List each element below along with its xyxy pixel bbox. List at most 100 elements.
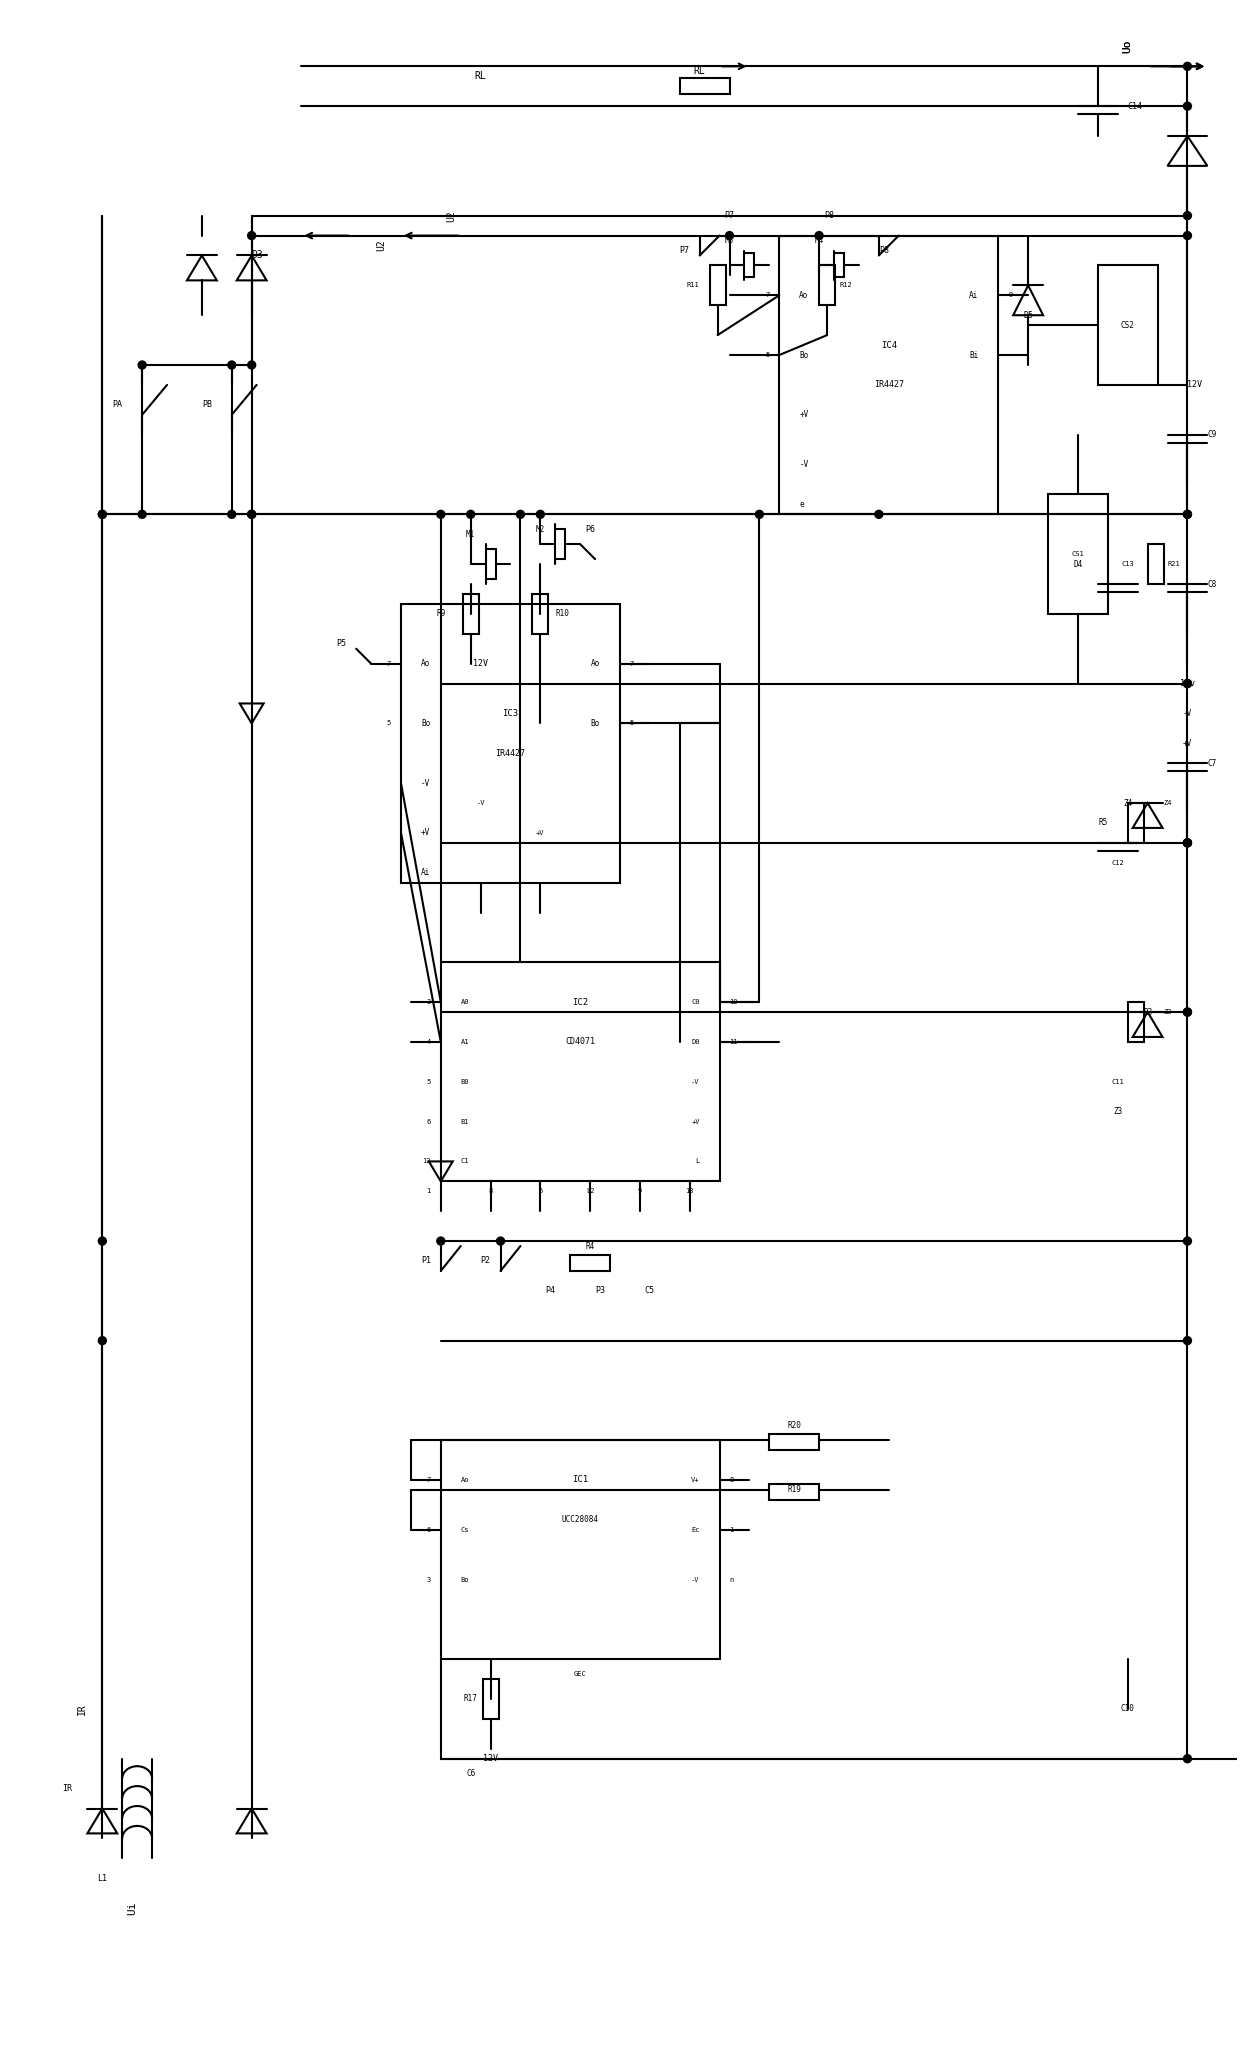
Text: C1: C1 bbox=[461, 1159, 469, 1165]
Text: P4: P4 bbox=[546, 1287, 556, 1295]
Circle shape bbox=[1183, 680, 1192, 687]
Text: C11: C11 bbox=[1111, 1078, 1125, 1085]
Text: Z4: Z4 bbox=[1163, 800, 1172, 806]
Text: P8: P8 bbox=[825, 210, 835, 221]
Text: RL: RL bbox=[475, 72, 486, 80]
Text: D5: D5 bbox=[1023, 311, 1033, 320]
Text: A1: A1 bbox=[461, 1039, 469, 1045]
Text: A0: A0 bbox=[461, 1000, 469, 1004]
Text: 8: 8 bbox=[489, 1188, 492, 1194]
Text: P7: P7 bbox=[724, 210, 734, 221]
Text: 5: 5 bbox=[765, 353, 769, 359]
Circle shape bbox=[98, 1336, 107, 1344]
Text: IR: IR bbox=[77, 1703, 87, 1716]
Text: Ai: Ai bbox=[970, 291, 978, 299]
Text: +V: +V bbox=[800, 410, 808, 419]
Text: 5: 5 bbox=[538, 1188, 542, 1194]
Bar bbox=[1097, 266, 1158, 386]
Text: U2: U2 bbox=[445, 210, 456, 221]
Text: M3: M3 bbox=[725, 235, 734, 245]
Text: R10: R10 bbox=[556, 610, 569, 619]
Bar bbox=[401, 604, 620, 883]
Text: P6: P6 bbox=[585, 524, 595, 534]
Text: Ao: Ao bbox=[590, 660, 600, 668]
Text: Ao: Ao bbox=[420, 660, 430, 668]
Text: B0: B0 bbox=[461, 1078, 469, 1085]
Circle shape bbox=[1183, 509, 1192, 518]
Text: P2: P2 bbox=[481, 1256, 491, 1266]
Text: Uo: Uo bbox=[1122, 39, 1132, 54]
Circle shape bbox=[98, 509, 107, 518]
Text: C8: C8 bbox=[1208, 579, 1216, 588]
Text: -V: -V bbox=[691, 1078, 699, 1085]
Text: 7: 7 bbox=[427, 1476, 430, 1483]
Text: R4: R4 bbox=[585, 1241, 595, 1250]
Text: C13: C13 bbox=[1121, 561, 1135, 567]
Bar bbox=[482, 1678, 498, 1720]
Text: Bo: Bo bbox=[420, 720, 430, 728]
Text: +V: +V bbox=[1183, 738, 1192, 749]
Text: L1: L1 bbox=[97, 1874, 108, 1883]
Bar bbox=[1048, 495, 1107, 614]
Text: +V: +V bbox=[536, 829, 544, 835]
Circle shape bbox=[1183, 680, 1192, 687]
Text: 12V: 12V bbox=[1188, 379, 1203, 390]
Text: PA: PA bbox=[113, 400, 123, 410]
Circle shape bbox=[1183, 103, 1192, 109]
Circle shape bbox=[1183, 839, 1192, 847]
Text: R11: R11 bbox=[687, 282, 699, 289]
Text: IC3: IC3 bbox=[502, 709, 518, 718]
Circle shape bbox=[228, 509, 236, 518]
Text: C10: C10 bbox=[1121, 1705, 1135, 1714]
Text: Ec: Ec bbox=[691, 1526, 699, 1532]
Text: +V: +V bbox=[420, 829, 430, 837]
Text: 12V: 12V bbox=[474, 660, 489, 668]
Text: U2: U2 bbox=[376, 239, 386, 252]
Text: R9: R9 bbox=[436, 610, 446, 619]
Bar bbox=[1127, 1002, 1143, 1041]
Circle shape bbox=[466, 509, 475, 518]
Text: +V: +V bbox=[691, 1118, 699, 1124]
Text: P3: P3 bbox=[595, 1287, 605, 1295]
Text: CS1: CS1 bbox=[1071, 551, 1084, 557]
Text: B1: B1 bbox=[461, 1118, 469, 1124]
Text: 5: 5 bbox=[630, 720, 634, 726]
Text: R20: R20 bbox=[787, 1421, 801, 1429]
Text: UCC28084: UCC28084 bbox=[562, 1516, 599, 1524]
Text: C0: C0 bbox=[691, 1000, 699, 1004]
Bar bbox=[463, 594, 479, 633]
Text: n: n bbox=[729, 1577, 734, 1582]
Text: IR: IR bbox=[62, 1784, 72, 1794]
Circle shape bbox=[98, 1237, 107, 1245]
Text: Uo: Uo bbox=[1122, 39, 1132, 54]
Text: 12V: 12V bbox=[484, 1755, 498, 1763]
Circle shape bbox=[755, 509, 764, 518]
Text: D4: D4 bbox=[1074, 559, 1083, 569]
Text: 7: 7 bbox=[630, 660, 634, 666]
Text: Ao: Ao bbox=[461, 1476, 469, 1483]
Text: 12v: 12v bbox=[1180, 678, 1195, 689]
Text: -V: -V bbox=[476, 800, 485, 806]
Text: C6: C6 bbox=[466, 1769, 475, 1777]
Circle shape bbox=[1183, 1008, 1192, 1017]
Text: C7: C7 bbox=[1208, 759, 1216, 767]
Text: P8: P8 bbox=[879, 245, 889, 256]
Text: P5: P5 bbox=[336, 639, 346, 647]
Bar bbox=[1148, 544, 1163, 584]
Text: R5: R5 bbox=[1099, 819, 1107, 827]
Text: C5: C5 bbox=[645, 1287, 655, 1295]
Text: 8: 8 bbox=[729, 1476, 734, 1483]
Circle shape bbox=[815, 231, 823, 239]
Text: 3: 3 bbox=[427, 1577, 430, 1582]
Text: -V: -V bbox=[1183, 709, 1192, 718]
Text: 10: 10 bbox=[729, 1000, 738, 1004]
Circle shape bbox=[1183, 1336, 1192, 1344]
Circle shape bbox=[1183, 839, 1192, 847]
Text: C14: C14 bbox=[1127, 101, 1143, 111]
Text: L: L bbox=[696, 1159, 699, 1165]
Text: R17: R17 bbox=[464, 1695, 477, 1703]
Bar bbox=[769, 1435, 820, 1450]
Text: IC1: IC1 bbox=[572, 1476, 588, 1485]
Text: 12: 12 bbox=[423, 1159, 430, 1165]
Text: 7: 7 bbox=[765, 293, 769, 299]
